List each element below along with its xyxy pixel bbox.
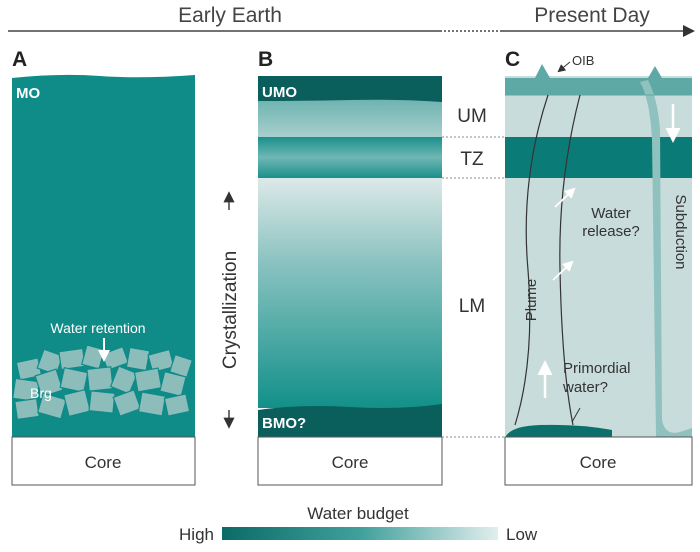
oib-pointer <box>557 61 571 73</box>
oib-label: OIB <box>572 53 594 68</box>
legend-title: Water budget <box>307 504 409 523</box>
water-release-arrow-2 <box>552 260 574 281</box>
core-a-label: Core <box>85 453 122 472</box>
tz-label: TZ <box>460 149 484 170</box>
mo-label: MO <box>16 85 40 102</box>
core-b-label: Core <box>332 453 369 472</box>
plume-outline-left <box>514 94 549 426</box>
early-earth-label: Early Earth <box>178 4 282 27</box>
primordial-pointer <box>571 407 581 423</box>
legend-low: Low <box>506 525 538 544</box>
core-b <box>257 436 443 486</box>
plume-label: Plume <box>523 279 540 322</box>
um-label: UM <box>457 106 487 127</box>
crystallization-label: Crystallization <box>220 251 241 369</box>
brg-label: Brg <box>30 385 52 401</box>
subduction-label: Subduction <box>672 194 689 269</box>
primordial-water-label-2: water? <box>562 379 608 396</box>
core-a <box>11 436 196 486</box>
layer-dividers <box>442 136 505 438</box>
panel-b <box>257 76 443 486</box>
water-release-arrow-1 <box>554 187 576 208</box>
bridgmanite-pile <box>12 344 194 421</box>
subduction-slab <box>640 80 692 437</box>
bmo-label: BMO? <box>262 415 306 432</box>
plume-outline-right <box>559 94 581 426</box>
legend-high: High <box>179 525 214 544</box>
present-day-label: Present Day <box>534 4 650 27</box>
water-budget-colorbar <box>222 527 498 540</box>
panel-a <box>11 74 196 486</box>
primordial-water-pool <box>506 424 612 437</box>
panel-a-letter: A <box>12 48 27 71</box>
primordial-water-label-1: Primordial <box>563 360 631 377</box>
panel-b-letter: B <box>258 48 273 71</box>
panel-c-letter: C <box>505 48 520 71</box>
water-release-label-1: Water <box>591 205 630 222</box>
core-c-label: Core <box>580 453 617 472</box>
umo-label: UMO <box>262 84 297 101</box>
core-c <box>504 436 693 486</box>
water-retention-label: Water retention <box>50 320 145 336</box>
lm-label: LM <box>459 296 485 317</box>
water-release-label-2: release? <box>582 223 640 240</box>
panel-c <box>504 61 693 486</box>
